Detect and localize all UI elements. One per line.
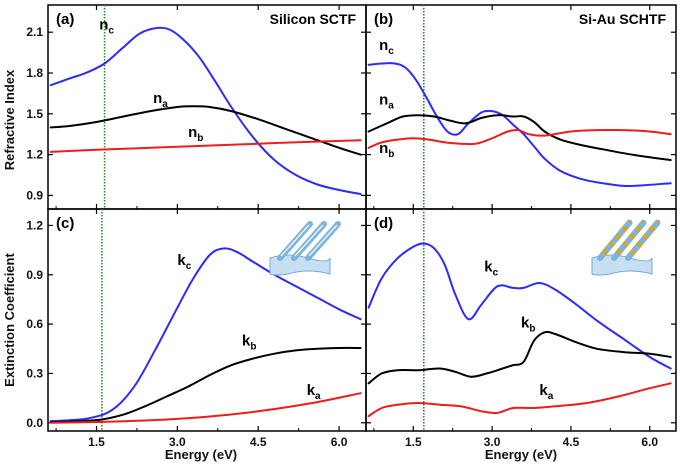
series-line-k_b-c xyxy=(49,346,362,423)
curve-label-n_b-b: nb xyxy=(379,140,394,160)
curve-label-n_c-a: nc xyxy=(99,16,114,36)
panel-title-b: Si-Au SCHTF xyxy=(579,11,667,27)
y-tick-label-c: 1.2 xyxy=(26,218,43,232)
x-axis-title-left: Energy (eV) xyxy=(165,447,237,462)
x-tick-label-d: 1.5 xyxy=(405,435,422,449)
y-tick-label-a: 1.5 xyxy=(26,107,43,121)
series-line-n_a-b xyxy=(367,114,672,161)
x-tick-label-c: 6.0 xyxy=(331,435,348,449)
panel-tag-b: (b) xyxy=(374,11,393,28)
series-line-n_b-b xyxy=(367,128,672,149)
series-line-k_a-c xyxy=(49,392,362,424)
series-line-k_a-d xyxy=(367,382,672,418)
x-tick-label-c: 1.5 xyxy=(88,435,105,449)
panel-c: 1.5 3.0 4.5 6.0 0.0 0.3 0.6 0.9 1.2 kc kb ka (c) xyxy=(26,208,367,449)
curve-label-k_b-d: kb xyxy=(521,314,535,334)
series-line-n_c-b xyxy=(367,62,672,187)
curve-label-k_a-c: ka xyxy=(307,382,321,402)
plot-frame-d xyxy=(365,208,677,432)
curve-label-n_a-b: na xyxy=(379,91,394,111)
series-line-k_b-d xyxy=(367,330,672,385)
y-tick-label-c: 0.9 xyxy=(26,268,43,282)
y-tick-label-c: 0.0 xyxy=(26,416,43,430)
curve-label-n_c-b: nc xyxy=(379,37,394,57)
nanorod-inset-si-au xyxy=(591,219,661,276)
series-line-k_c-d xyxy=(367,242,672,370)
y-tick-label-a: 1.8 xyxy=(26,66,43,80)
curve-label-n_a-a: na xyxy=(153,90,168,110)
series-line-n_a-a xyxy=(49,105,362,156)
panel-d: 1.5 3.0 4.5 6.0 kc kb ka (d) xyxy=(365,208,677,449)
y-tick-label-c: 0.6 xyxy=(26,317,43,331)
curve-label-k_b-c: kb xyxy=(242,332,256,352)
panel-title-a: Silicon SCTF xyxy=(270,11,357,27)
curve-label-k_a-d: ka xyxy=(539,382,553,402)
series-line-n_b-a xyxy=(49,139,362,153)
y-tick-label-a: 2.1 xyxy=(26,25,43,39)
y-tick-label-a: 0.9 xyxy=(26,188,43,202)
y-tick-label-a: 1.2 xyxy=(26,148,43,162)
x-tick-label-c: 3.0 xyxy=(169,435,186,449)
series-line-k_c-c xyxy=(49,247,362,423)
curve-label-n_b-a: nb xyxy=(188,124,203,144)
series-line-n_c-a xyxy=(49,26,362,195)
x-tick-label-d: 3.0 xyxy=(484,435,501,449)
y-axis-title-bottom: Extinction Coefficient xyxy=(2,253,17,387)
panel-tag-d: (d) xyxy=(374,215,393,232)
x-tick-label-d: 6.0 xyxy=(641,435,658,449)
curve-label-k_c-d: kc xyxy=(484,258,498,278)
x-axis-title-right: Energy (eV) xyxy=(485,447,557,462)
y-axis-title-top: Refractive Index xyxy=(2,69,17,170)
plot-frame-b xyxy=(365,4,677,210)
x-tick-label-c: 4.5 xyxy=(250,435,267,449)
curve-label-k_c-c: kc xyxy=(177,252,191,272)
panel-tag-a: (a) xyxy=(56,11,74,28)
x-tick-label-d: 4.5 xyxy=(563,435,580,449)
nanorod-inset-silicon xyxy=(269,221,341,276)
y-tick-label-c: 0.3 xyxy=(26,366,43,380)
panel-b: nc na nb (b) Si-Au SCHTF xyxy=(365,4,677,210)
panel-tag-c: (c) xyxy=(56,215,74,232)
